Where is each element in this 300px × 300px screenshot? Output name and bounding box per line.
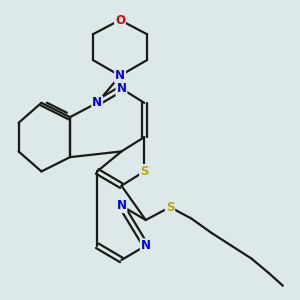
Text: N: N <box>92 96 102 110</box>
Text: N: N <box>116 82 126 95</box>
Text: N: N <box>141 239 151 252</box>
Text: N: N <box>115 69 125 82</box>
Text: N: N <box>116 199 126 212</box>
Text: S: S <box>140 165 148 178</box>
Text: O: O <box>115 14 125 26</box>
Text: S: S <box>166 201 174 214</box>
